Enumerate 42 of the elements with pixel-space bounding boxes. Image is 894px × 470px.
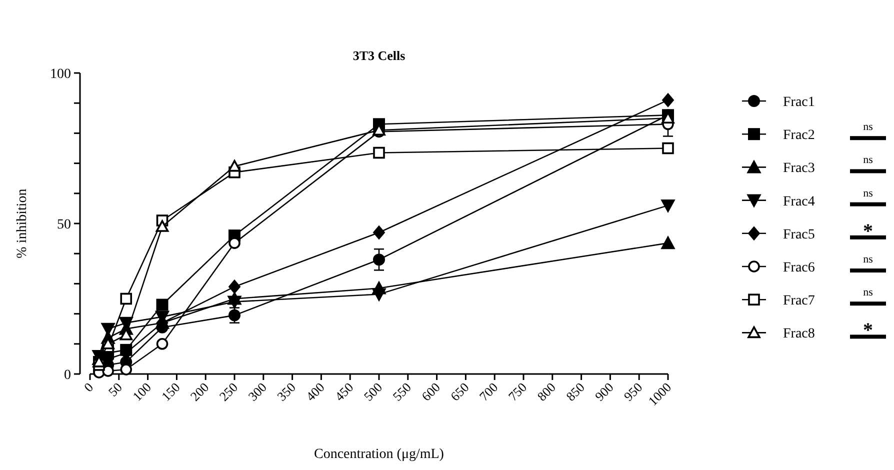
chart-title: 3T3 Cells [352,48,406,63]
y-tick-label: 100 [50,67,71,82]
x-tick-label: 400 [302,380,328,404]
y-tick-label: 50 [57,218,71,232]
legend-label: Frac7 [783,294,815,309]
x-tick-label: 750 [505,380,530,404]
text: ns [863,121,873,134]
x-tick-label: 50 [105,380,126,400]
legend-label: Frac5 [783,227,815,242]
text: ns [863,254,873,266]
x-axis-title: Concentration (μg/mL) [314,447,444,462]
legend-label: Frac2 [783,128,815,144]
x-tick-label: 350 [274,380,298,404]
x-tick-label: 100 [130,380,154,404]
x-tick-label: 150 [158,380,183,404]
x-tick-label: 0 [80,380,96,395]
text: ns [863,154,873,166]
x-tick-label: 950 [620,380,646,404]
x-tick-label: 650 [447,380,472,404]
x-tick-label: 1000 [645,380,674,409]
x-tick-label: 250 [216,380,241,404]
y-axis-title: % inhibition [15,188,30,258]
x-tick-label: 300 [245,380,270,404]
y-tick-label: 0 [64,368,71,383]
legend-label: Frac8 [783,326,815,342]
x-tick-label: 850 [563,380,588,404]
x-tick-label: 700 [476,380,501,404]
legend-label: Frac3 [783,161,815,176]
legend-label: Frac1 [783,95,815,110]
x-tick-label: 600 [418,380,443,404]
text: ns [863,187,873,200]
legend-label: Frac4 [783,194,815,210]
x-tick-label: 200 [187,380,212,404]
legend-label: Frac6 [783,260,815,276]
x-tick-label: 550 [390,380,414,404]
text: * [863,320,873,342]
x-tick-label: 800 [534,380,559,404]
x-tick-label: 500 [360,380,386,404]
text: ns [863,286,873,299]
x-tick-label: 450 [332,380,356,404]
x-tick-label: 900 [592,380,616,404]
text: * [863,220,873,242]
